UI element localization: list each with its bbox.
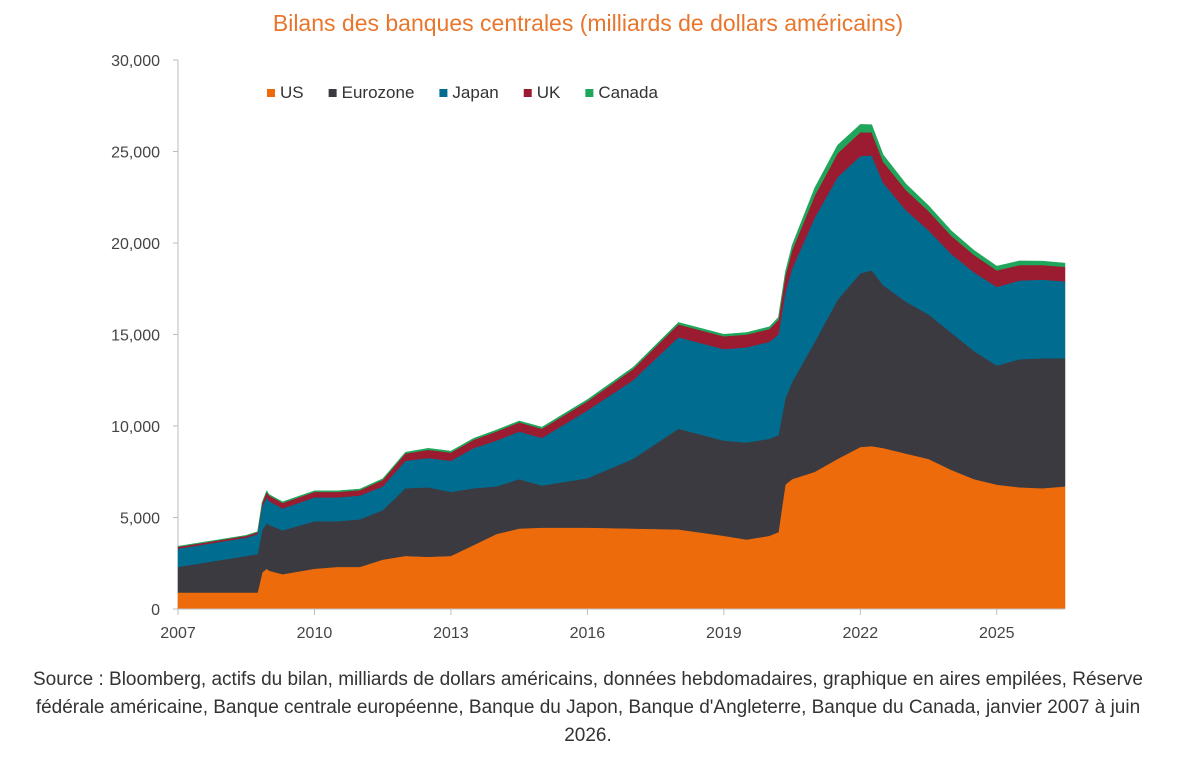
legend-item-japan: Japan [439, 83, 499, 102]
stacked-area-chart: 0 5,000 10,000 15,000 20,000 25,000 30,000 200… [111, 53, 1066, 642]
legend-label: UK [537, 83, 561, 102]
x-tick-label: 2022 [843, 625, 879, 642]
legend: US Eurozone Japan UK Canada [267, 83, 658, 102]
legend-label: Canada [598, 83, 658, 102]
legend-label: US [280, 83, 304, 102]
y-tick-label: 5,000 [120, 511, 160, 528]
legend-label: Japan [452, 83, 498, 102]
y-tick-label: 10,000 [111, 419, 160, 436]
legend-swatch [267, 89, 275, 97]
x-tick-label: 2016 [570, 625, 606, 642]
plot-area [177, 124, 1066, 610]
x-tick-label: 2007 [160, 625, 196, 642]
x-tick-label: 2010 [297, 625, 333, 642]
legend-item-uk: UK [523, 83, 561, 102]
x-tick-label: 2013 [433, 625, 469, 642]
legend-swatch [585, 89, 594, 97]
x-axis: 2007 2010 2013 2016 2019 2022 2025 [160, 608, 1065, 642]
legend-swatch [439, 89, 448, 97]
x-tick-label: 2025 [979, 625, 1015, 642]
legend-item-eurozone: Eurozone [328, 83, 415, 102]
x-tick-label: 2019 [706, 625, 742, 642]
legend-label: Eurozone [342, 83, 415, 102]
legend-swatch [328, 89, 337, 97]
y-tick-label: 30,000 [111, 53, 160, 70]
chart-title: Bilans des banques centrales (milliards … [272, 10, 904, 36]
y-tick-label: 20,000 [111, 236, 160, 253]
y-tick-label: 15,000 [111, 328, 160, 345]
y-axis: 0 5,000 10,000 15,000 20,000 25,000 30,000 [111, 53, 179, 619]
legend-swatch [523, 89, 532, 97]
legend-item-canada: Canada [585, 83, 658, 102]
y-tick-label: 25,000 [111, 145, 160, 162]
source-footnote: Source : Bloomberg, actifs du bilan, mil… [33, 669, 1143, 746]
legend-item-us: US [267, 83, 304, 102]
y-tick-label: 0 [151, 602, 160, 619]
area-canada [177, 124, 1066, 548]
